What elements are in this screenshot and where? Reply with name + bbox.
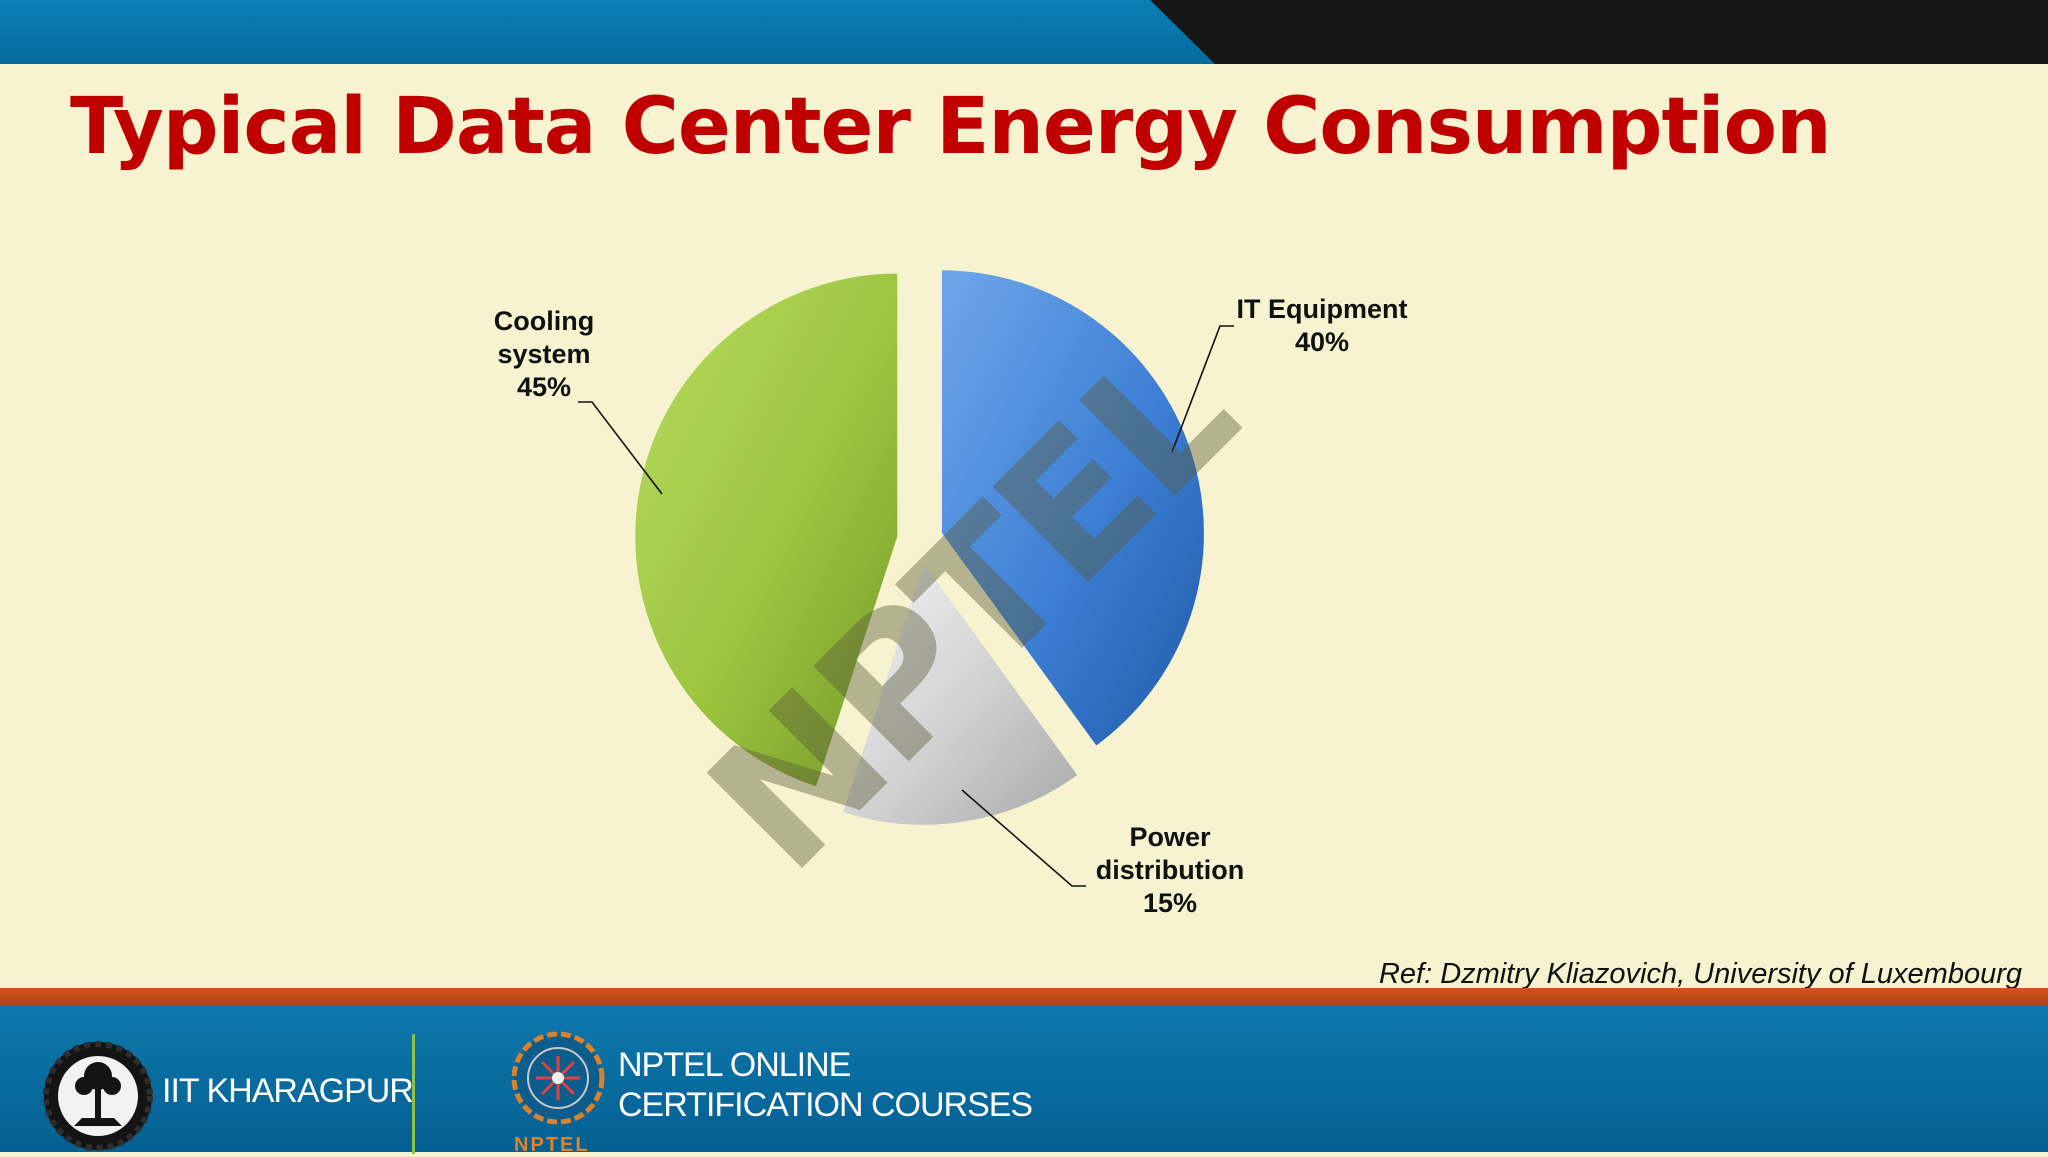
institute-name: IIT KHARAGPUR xyxy=(162,1072,414,1110)
nptel-logo-text: NPTEL xyxy=(514,1134,590,1156)
data-label-cooling-system: Cooling system 45% xyxy=(494,306,594,402)
pie-slice-it-equipment xyxy=(939,268,1206,749)
leader-line-power-distribution xyxy=(961,789,1086,887)
footer-bar: IIT KHARAGPUR NPTEL NPTEL ONLINE CERTIFI… xyxy=(0,988,2048,1156)
iit-kharagpur-logo-icon xyxy=(43,1041,153,1151)
nptel-logo-icon xyxy=(511,1031,605,1125)
slide-title: Typical Data Center Energy Consumption xyxy=(70,82,1832,172)
data-label-power-distribution: Power distribution 15% xyxy=(1096,822,1244,918)
footer-divider xyxy=(412,1034,415,1154)
leader-line-it-equipment xyxy=(1171,325,1234,453)
data-label-it-equipment: IT Equipment 40% xyxy=(1237,294,1408,357)
leader-line-cooling-system xyxy=(578,401,663,495)
footer-blue-band: IIT KHARAGPUR NPTEL NPTEL ONLINE CERTIFI… xyxy=(0,1006,2048,1156)
program-name-line2: CERTIFICATION COURSES xyxy=(618,1086,1033,1124)
program-name-line1: NPTEL ONLINE xyxy=(618,1046,851,1084)
pie-slice-cooling-system xyxy=(633,271,900,789)
footer-orange-stripe xyxy=(0,988,2048,1006)
reference-note: Ref: Dzmitry Kliazovich, University of L… xyxy=(1378,958,2022,990)
pie-slice-power-distribution xyxy=(840,559,1081,827)
top-banner xyxy=(0,0,2048,64)
